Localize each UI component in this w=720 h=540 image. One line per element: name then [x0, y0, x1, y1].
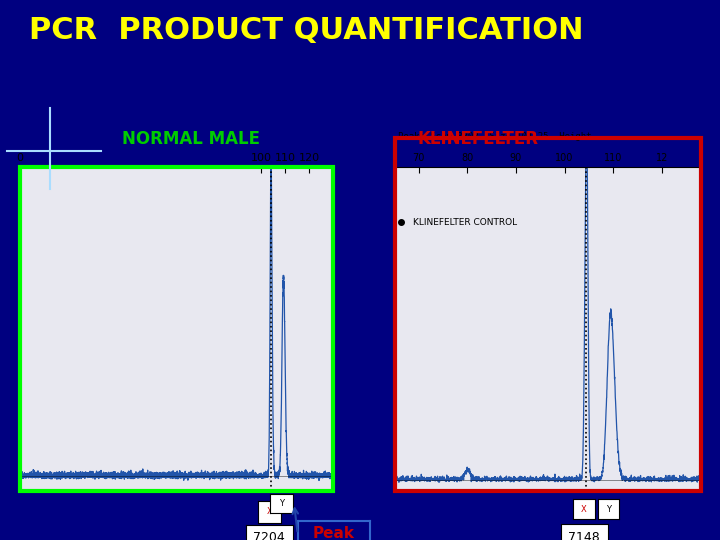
Text: Peak
areas: Peak areas [310, 526, 357, 540]
Text: KLINEFELTER: KLINEFELTER [418, 130, 539, 147]
Text: Y: Y [279, 499, 284, 508]
Text: X: X [266, 508, 272, 516]
Text: KLINEFELTER CONTROL: KLINEFELTER CONTROL [413, 218, 517, 227]
Text: NORMAL MALE: NORMAL MALE [122, 130, 261, 147]
Text: PCR  PRODUCT QUANTIFICATION: PCR PRODUCT QUANTIFICATION [29, 16, 583, 45]
Text: 7204: 7204 [253, 531, 285, 540]
Text: Y: Y [606, 505, 611, 514]
Text: 7148: 7148 [568, 531, 600, 540]
Text: X: X [581, 505, 587, 514]
Text: Peak: Scan 3808  Size 104.25  Height: Peak: Scan 3808 Size 104.25 Height [397, 132, 591, 141]
